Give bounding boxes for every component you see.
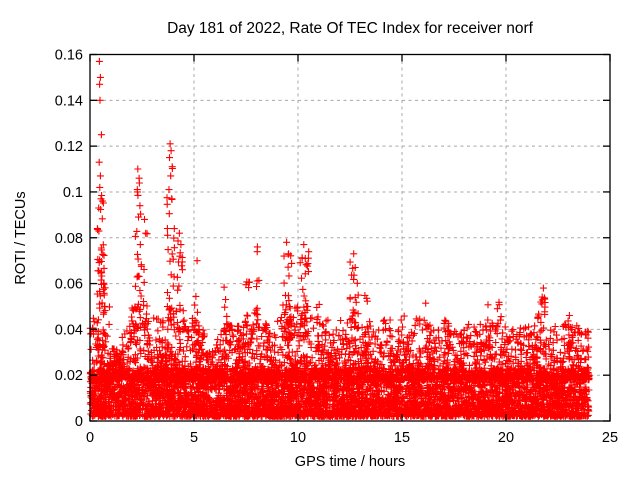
x-tick-label: 20 [498,430,514,446]
y-tick-label: 0.02 [55,368,83,384]
x-tick-label: 10 [290,430,306,446]
x-tick-label: 0 [86,430,94,446]
y-tick-label: 0.1 [63,185,83,201]
y-tick-label: 0.06 [55,277,83,293]
plot-border-and-ticks [89,53,611,422]
x-tick-label: 15 [394,430,410,446]
scatter-points [86,57,593,420]
y-tick-label: 0.08 [55,231,83,247]
y-tick-label: 0 [75,414,83,430]
chart-title: Day 181 of 2022, Rate Of TEC Index for r… [167,20,534,37]
x-tick-label: 25 [602,430,618,446]
y-tick-label: 0.16 [55,48,83,64]
x-tick-label: 5 [190,430,198,446]
y-tick-label: 0.04 [55,322,83,338]
y-tick-label: 0.14 [55,93,83,109]
y-axis-label: ROTI / TECUs [13,191,29,284]
roti-series-markers [86,57,593,420]
x-axis-label: GPS time / hours [295,454,405,470]
y-tick-label: 0.12 [55,139,83,155]
tick-labels: 0 5 10 15 20 25 0 0.02 0.04 0.06 0.08 0.1 0.12 0.14 0.… [55,48,618,447]
